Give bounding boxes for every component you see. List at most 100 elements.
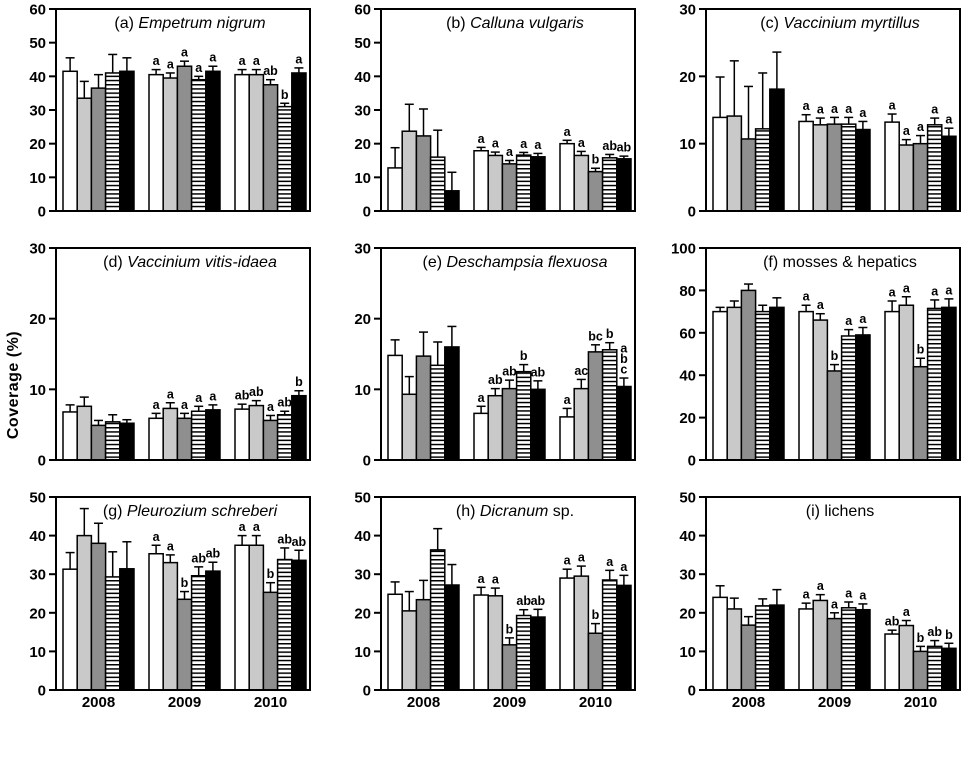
svg-text:0: 0 — [38, 453, 46, 470]
svg-text:a: a — [153, 54, 161, 68]
svg-text:2008: 2008 — [82, 694, 115, 711]
group-e-2008 — [387, 325, 460, 461]
group-i-2008 — [712, 585, 785, 691]
svg-text:a: a — [845, 314, 853, 328]
svg-text:a: a — [564, 125, 572, 139]
svg-text:20: 20 — [354, 136, 371, 153]
bar-h-2010-1 — [573, 575, 590, 691]
svg-text:ab: ab — [531, 365, 546, 379]
bar-f-2008-2 — [740, 289, 757, 461]
bar-a-2008-3 — [104, 72, 121, 212]
svg-text:20: 20 — [29, 136, 46, 153]
svg-text:30: 30 — [29, 567, 46, 584]
bar-b-2008-0 — [387, 167, 403, 212]
svg-text:ac: ac — [574, 364, 588, 378]
bar-a-2010-4 — [291, 72, 307, 212]
svg-text:ab: ab — [602, 139, 617, 153]
svg-text:a: a — [181, 398, 189, 412]
bar-c-2008-3 — [754, 128, 771, 212]
svg-text:a: a — [859, 106, 867, 120]
bar-b-2008-4 — [444, 190, 460, 212]
bar-b-2010-3 — [601, 157, 618, 212]
svg-text:20: 20 — [29, 311, 46, 328]
panel-e-title: (e) Deschampsia flexuosa — [423, 254, 608, 271]
svg-text:a: a — [295, 52, 303, 66]
svg-text:a: a — [253, 54, 261, 68]
svg-text:a: a — [606, 555, 614, 569]
bar-g-2008-4 — [119, 568, 135, 691]
svg-text:40: 40 — [679, 528, 696, 545]
svg-text:50: 50 — [679, 490, 696, 507]
bar-f-2009-4 — [855, 334, 871, 461]
bar-b-2010-2 — [587, 170, 604, 212]
bar-i-2008-2 — [740, 624, 757, 691]
bar-c-2009-0 — [798, 120, 814, 212]
svg-text:a: a — [506, 145, 514, 159]
bar-g-2009-3 — [190, 574, 207, 691]
svg-text:10: 10 — [354, 382, 371, 399]
bar-f-2010-1 — [898, 304, 915, 461]
svg-text:50: 50 — [29, 490, 46, 507]
svg-text:a: a — [620, 342, 628, 356]
legend: Feeding practices Control, fenced Contro… — [0, 717, 975, 777]
bar-e-2009-4 — [530, 388, 546, 461]
bar-i-2010-1 — [898, 624, 915, 691]
svg-text:a: a — [845, 102, 853, 116]
svg-text:ab: ab — [531, 594, 546, 608]
svg-text:a: a — [195, 61, 203, 75]
bar-a-2010-0 — [234, 73, 250, 212]
svg-text:0: 0 — [38, 683, 46, 700]
bar-f-2009-1 — [812, 319, 829, 461]
svg-text:a: a — [534, 138, 542, 152]
bar-h-2008-1 — [401, 610, 418, 691]
bar-i-2010-4 — [941, 647, 957, 691]
svg-text:a: a — [803, 99, 811, 113]
bar-b-2009-4 — [530, 156, 546, 212]
bar-g-2009-4 — [205, 570, 221, 691]
svg-text:30: 30 — [29, 241, 46, 258]
bar-e-2010-0 — [559, 416, 575, 461]
bar-f-2008-4 — [769, 306, 785, 461]
svg-text:b: b — [506, 622, 514, 636]
bar-g-2008-2 — [90, 542, 107, 691]
bar-a-2010-2 — [262, 84, 279, 212]
svg-text:2008: 2008 — [407, 694, 440, 711]
bar-h-2010-2 — [587, 632, 604, 691]
bar-a-2009-1 — [162, 77, 179, 212]
svg-text:ab: ab — [927, 625, 942, 639]
svg-text:a: a — [239, 54, 247, 68]
svg-text:2010: 2010 — [579, 694, 612, 711]
bar-g-2010-1 — [248, 544, 265, 691]
svg-text:40: 40 — [354, 528, 371, 545]
bar-a-2009-4 — [205, 70, 221, 212]
svg-text:a: a — [181, 46, 189, 60]
svg-text:b: b — [295, 375, 303, 389]
group-b-2009: a aaa a — [473, 132, 546, 212]
svg-text:ab: ab — [617, 141, 632, 155]
bar-g-2009-1 — [162, 561, 179, 691]
svg-text:a: a — [931, 103, 939, 117]
svg-text:a: a — [195, 391, 203, 405]
bar-e-2010-4 — [616, 385, 632, 461]
bar-c-2010-1 — [898, 144, 915, 212]
svg-text:30: 30 — [679, 2, 696, 19]
bar-b-2009-1 — [487, 154, 504, 212]
svg-text:a: a — [478, 572, 486, 586]
svg-text:10: 10 — [679, 644, 696, 661]
bar-b-2009-3 — [515, 154, 532, 212]
svg-text:a: a — [889, 286, 897, 300]
svg-text:b: b — [917, 631, 925, 645]
svg-text:ab: ab — [516, 594, 531, 608]
svg-text:a: a — [903, 281, 911, 295]
svg-text:100: 100 — [671, 241, 696, 258]
